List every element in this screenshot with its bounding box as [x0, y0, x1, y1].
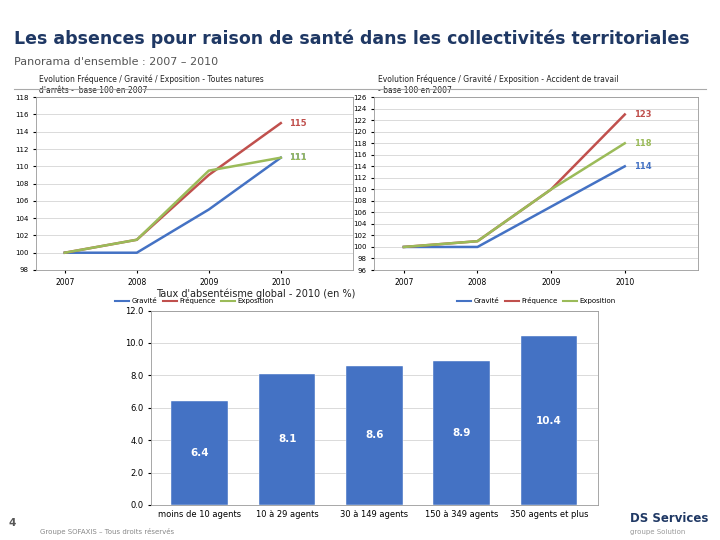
Text: 6.4: 6.4 — [191, 448, 210, 458]
Bar — [433, 361, 490, 505]
Text: Taux d'absentéisme global - 2010 (en %): Taux d'absentéisme global - 2010 (en %) — [156, 288, 355, 299]
Text: 123: 123 — [634, 110, 651, 119]
Text: Panorama d'ensemble : 2007 – 2010: Panorama d'ensemble : 2007 – 2010 — [14, 57, 219, 67]
Legend: Gravité, Fréquence, Exposition: Gravité, Fréquence, Exposition — [112, 294, 276, 307]
Text: 8.9: 8.9 — [452, 428, 471, 438]
Text: groupe Solution: groupe Solution — [630, 529, 685, 535]
Text: 111: 111 — [289, 153, 307, 162]
Text: d'arrêts -  base 100 en 2007: d'arrêts - base 100 en 2007 — [39, 86, 148, 95]
Text: Evolution Fréquence / Gravité / Exposition - Accident de travail: Evolution Fréquence / Gravité / Expositi… — [378, 75, 618, 84]
Bar — [521, 336, 577, 505]
Text: 115: 115 — [289, 119, 307, 127]
Text: Groupe SOFAXIS – Tous droits réservés: Groupe SOFAXIS – Tous droits réservés — [40, 528, 174, 535]
Bar — [258, 374, 315, 505]
Bar — [171, 401, 228, 505]
Text: 111: 111 — [289, 153, 307, 162]
Text: Les absences pour raison de santé dans les collectivités territoriales: Les absences pour raison de santé dans l… — [14, 30, 690, 48]
Text: Evolution Fréquence / Gravité / Exposition - Toutes natures: Evolution Fréquence / Gravité / Expositi… — [39, 75, 264, 84]
Legend: Gravité, Fréquence, Exposition: Gravité, Fréquence, Exposition — [454, 294, 618, 307]
Text: 114: 114 — [634, 162, 651, 171]
Text: 118: 118 — [634, 139, 651, 148]
Bar — [346, 366, 402, 505]
Text: - base 100 en 2007: - base 100 en 2007 — [378, 86, 451, 95]
Text: 4: 4 — [9, 518, 16, 528]
Text: 8.1: 8.1 — [278, 434, 297, 444]
Text: DS Services: DS Services — [630, 512, 708, 525]
Text: 10.4: 10.4 — [536, 416, 562, 426]
Text: 8.6: 8.6 — [365, 430, 384, 440]
